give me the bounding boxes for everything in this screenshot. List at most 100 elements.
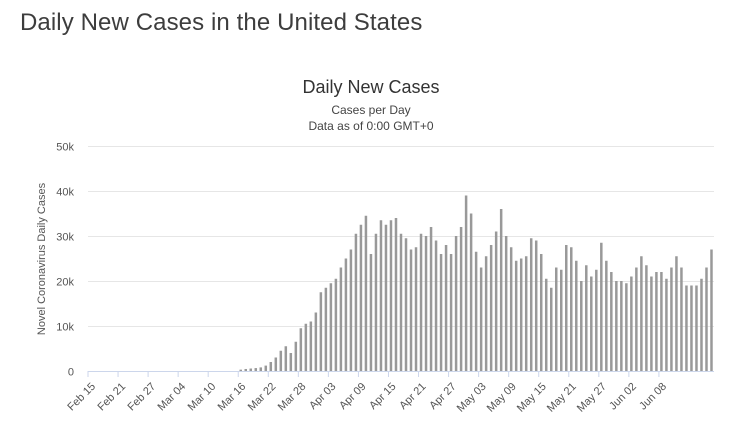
bar	[625, 283, 628, 371]
bar	[414, 247, 418, 371]
bar	[399, 233, 403, 371]
bar	[479, 267, 483, 371]
bar	[620, 281, 623, 371]
bar	[404, 238, 408, 371]
bar	[304, 323, 308, 371]
bar	[509, 247, 513, 371]
y-tick-label: 50k	[56, 142, 74, 154]
x-tick-label: May 03	[455, 381, 489, 415]
bar	[349, 249, 353, 371]
page-heading: Daily New Cases in the United States	[20, 9, 423, 36]
bar	[294, 341, 298, 371]
bar	[549, 287, 553, 371]
x-tick-label: Apr 15	[367, 381, 398, 412]
bar	[274, 357, 278, 371]
x-tick-label: Apr 21	[397, 381, 428, 412]
bar	[660, 272, 663, 371]
bar	[705, 267, 708, 371]
bar	[239, 369, 242, 371]
bar	[359, 224, 363, 371]
bar	[605, 260, 608, 371]
bar	[650, 276, 653, 371]
bar	[394, 218, 398, 371]
bar	[419, 233, 423, 371]
x-tick-label: Jun 02	[607, 381, 639, 413]
bar	[575, 260, 578, 371]
x-tick-label: Apr 27	[427, 381, 458, 412]
bar	[379, 220, 383, 371]
chart-subtitle-line-1: Cases per Day	[331, 103, 410, 117]
bar	[555, 267, 558, 371]
y-tick-label: 20k	[56, 277, 74, 289]
bar	[444, 245, 448, 371]
x-tick-label: Jun 08	[637, 381, 669, 413]
bar	[324, 287, 328, 371]
x-tick-label: Feb 27	[126, 381, 159, 414]
bar	[710, 249, 713, 371]
bar	[299, 328, 303, 371]
y-tick-label: 30k	[56, 232, 74, 244]
bar	[514, 260, 518, 371]
bar	[454, 236, 458, 371]
bar	[259, 367, 263, 371]
bar	[409, 249, 413, 371]
bar	[449, 254, 453, 371]
bar	[504, 236, 508, 371]
bar	[695, 285, 698, 371]
y-tick-label: 0	[68, 367, 74, 379]
bar	[560, 269, 563, 371]
bar	[254, 368, 258, 371]
x-tick-label: May 15	[515, 381, 549, 415]
bar	[269, 362, 273, 371]
bar	[344, 258, 348, 371]
bar	[600, 242, 603, 371]
bar	[675, 256, 678, 371]
bar	[610, 272, 613, 371]
bar	[700, 278, 703, 371]
bar	[524, 256, 528, 371]
bar	[424, 236, 428, 371]
bar	[665, 278, 668, 371]
bar	[645, 265, 648, 371]
bar	[519, 258, 523, 371]
bar	[459, 227, 463, 371]
bar	[339, 267, 343, 371]
bar	[434, 240, 438, 371]
x-tick-label: Mar 22	[246, 381, 279, 414]
bar	[680, 267, 683, 371]
bar	[499, 209, 503, 371]
bar	[690, 285, 693, 371]
bar	[685, 285, 688, 371]
bar	[249, 368, 253, 371]
x-tick-label: Mar 28	[276, 381, 309, 414]
bar	[544, 278, 548, 371]
bar	[319, 292, 323, 371]
bar	[580, 281, 583, 371]
bar	[389, 220, 393, 371]
y-axis-title: Novel Coronavirus Daily Cases	[36, 182, 48, 335]
chart-title: Daily New Cases	[302, 77, 439, 97]
bar	[640, 256, 643, 371]
bar	[429, 227, 433, 371]
bar	[364, 215, 368, 371]
bar	[264, 365, 268, 371]
bar	[469, 213, 473, 371]
bar	[529, 238, 533, 371]
bar	[565, 245, 568, 371]
bar	[539, 254, 543, 371]
bar	[630, 276, 633, 371]
bar	[494, 231, 498, 371]
bar	[670, 267, 673, 371]
bar	[615, 281, 618, 371]
bar	[374, 233, 378, 371]
bar	[244, 368, 247, 371]
bar	[439, 254, 443, 371]
x-tick-label: Mar 16	[216, 381, 249, 414]
chart-subtitle-line-2: Data as of 0:00 GMT+0	[308, 119, 433, 133]
y-tick-label: 40k	[56, 187, 74, 199]
bar	[289, 353, 293, 371]
bar	[334, 278, 338, 371]
bar	[595, 269, 598, 371]
x-tick-label: Mar 10	[186, 381, 219, 414]
